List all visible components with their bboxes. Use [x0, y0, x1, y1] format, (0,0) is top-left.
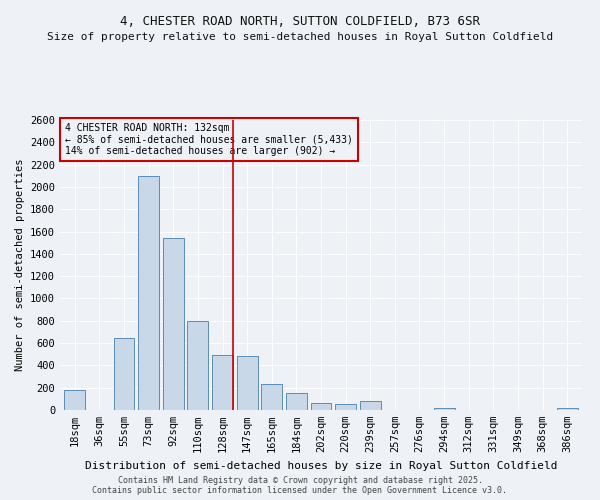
Bar	[236, 356, 257, 410]
Bar	[163, 238, 184, 410]
Text: 4 CHESTER ROAD NORTH: 132sqm
← 85% of semi-detached houses are smaller (5,433)
1: 4 CHESTER ROAD NORTH: 132sqm ← 85% of se…	[65, 123, 353, 156]
Bar	[335, 404, 356, 410]
Text: Contains HM Land Registry data © Crown copyright and database right 2025.
Contai: Contains HM Land Registry data © Crown c…	[92, 476, 508, 495]
Bar	[64, 390, 85, 410]
Bar	[261, 384, 282, 410]
Bar	[113, 338, 134, 410]
Text: 4, CHESTER ROAD NORTH, SUTTON COLDFIELD, B73 6SR: 4, CHESTER ROAD NORTH, SUTTON COLDFIELD,…	[120, 15, 480, 28]
Bar	[557, 408, 578, 410]
Bar	[311, 404, 331, 410]
Bar	[286, 392, 307, 410]
Bar	[434, 408, 455, 410]
Bar	[212, 356, 233, 410]
Text: Size of property relative to semi-detached houses in Royal Sutton Coldfield: Size of property relative to semi-detach…	[47, 32, 553, 42]
Bar	[360, 401, 381, 410]
Y-axis label: Number of semi-detached properties: Number of semi-detached properties	[14, 159, 25, 371]
Bar	[187, 321, 208, 410]
X-axis label: Distribution of semi-detached houses by size in Royal Sutton Coldfield: Distribution of semi-detached houses by …	[85, 460, 557, 470]
Bar	[138, 176, 159, 410]
